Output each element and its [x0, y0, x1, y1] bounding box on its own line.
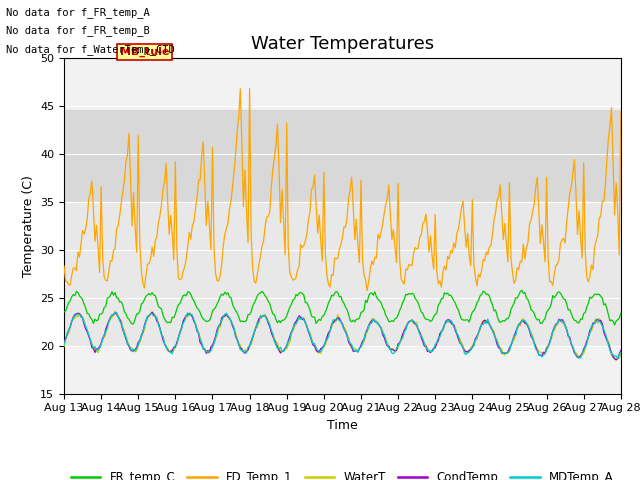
Text: No data for f_WaterTemp_CTD: No data for f_WaterTemp_CTD — [6, 44, 175, 55]
Bar — [64, 202, 621, 346]
Text: No data for f_FR_temp_A: No data for f_FR_temp_A — [6, 7, 150, 18]
Title: Water Temperatures: Water Temperatures — [251, 35, 434, 53]
Bar — [64, 110, 621, 202]
X-axis label: Time: Time — [327, 419, 358, 432]
Legend: FR_temp_C, FD_Temp_1, WaterT, CondTemp, MDTemp_A: FR_temp_C, FD_Temp_1, WaterT, CondTemp, … — [66, 466, 619, 480]
Y-axis label: Temperature (C): Temperature (C) — [22, 175, 35, 276]
Text: No data for f_FR_temp_B: No data for f_FR_temp_B — [6, 25, 150, 36]
Text: MB_tule: MB_tule — [120, 47, 169, 57]
